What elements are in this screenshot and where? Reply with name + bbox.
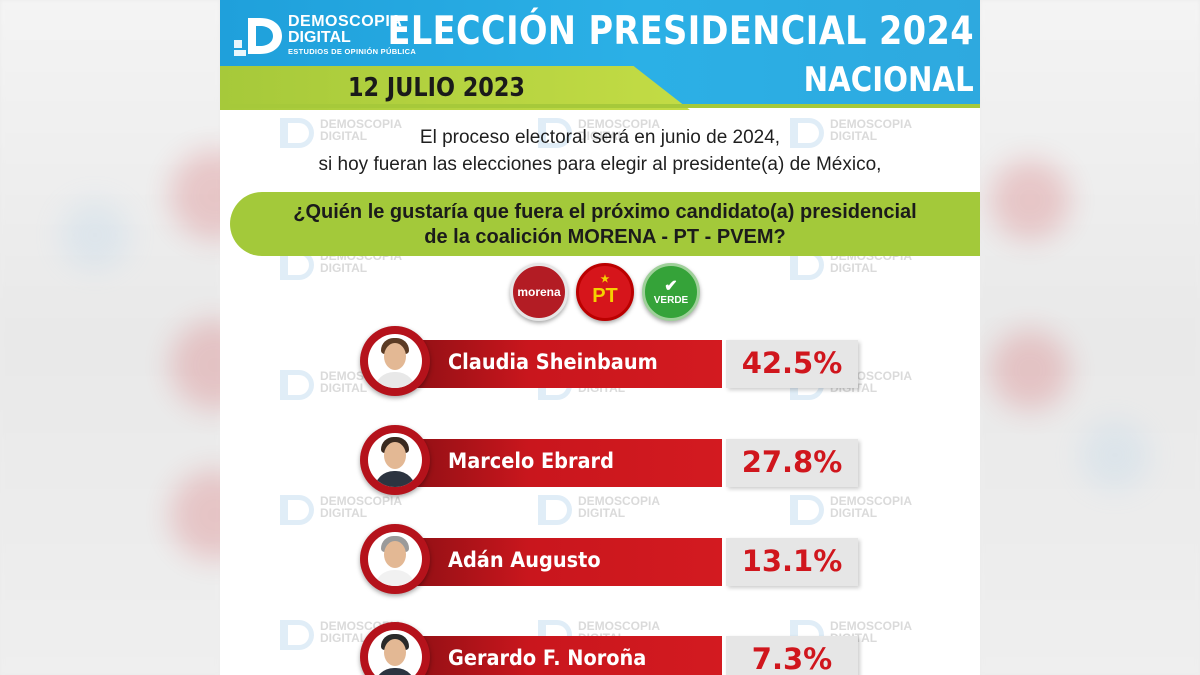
demoscopia-logo-icon (234, 18, 282, 56)
percent-box (726, 636, 858, 675)
poster: DEMOSCOPIA DIGITAL ESTUDIOS DE OPINIÓN P… (220, 0, 980, 675)
background-blur-left (0, 0, 220, 675)
candidate-row: Claudia Sheinbaum 42.5% (360, 326, 860, 396)
candidate-photo (360, 326, 430, 396)
candidate-bar (400, 636, 722, 675)
question-banner: ¿Quién le gustaría que fuera el próximo … (230, 192, 980, 256)
candidate-row: Adán Augusto 13.1% (360, 524, 860, 594)
date-banner (220, 66, 690, 110)
candidate-row: Marcelo Ebrard 27.8% (360, 425, 860, 495)
candidate-percent: 7.3% (751, 642, 833, 675)
page-subtitle: NACIONAL (803, 60, 974, 100)
question-line-1: ¿Quién le gustaría que fuera el próximo … (293, 201, 917, 223)
intro-line-2: si hoy fueran las elecciones para elegir… (318, 154, 882, 175)
blur-decoration (990, 160, 1070, 240)
percent-box (726, 538, 858, 586)
question-line-2: de la coalición MORENA - PT - PVEM? (424, 226, 786, 248)
header-divider (220, 104, 980, 108)
question-text: ¿Quién le gustaría que fuera el próximo … (230, 200, 980, 250)
candidate-percent: 42.5% (741, 346, 843, 380)
verde-label: VERDE (653, 294, 689, 306)
percent-box (726, 340, 858, 388)
candidate-photo (360, 622, 430, 675)
survey-date: 12 JULIO 2023 (348, 73, 525, 103)
candidate-row: Gerardo F. Noroña 7.3% (360, 622, 860, 675)
star-icon: ★ (600, 274, 610, 285)
brand-name-2: DIGITAL (288, 29, 351, 46)
candidate-bar (400, 538, 722, 586)
candidate-percent: 27.8% (741, 445, 843, 479)
blur-decoration (990, 330, 1070, 410)
toucan-icon: ✔ (664, 277, 678, 295)
morena-label: morena (517, 285, 561, 299)
candidate-name: Marcelo Ebrard (448, 449, 614, 473)
percent-box (726, 439, 858, 487)
blur-decoration (1080, 420, 1150, 490)
page-title: ELECCIÓN PRESIDENCIAL 2024 (387, 9, 974, 54)
morena-logo: morena (510, 263, 568, 321)
candidate-name: Gerardo F. Noroña (448, 646, 647, 670)
candidate-name: Adán Augusto (448, 548, 601, 572)
candidate-name: Claudia Sheinbaum (448, 350, 658, 374)
intro-line-1: El proceso electoral será en junio de 20… (419, 127, 781, 148)
intro-text: El proceso electoral será en junio de 20… (220, 124, 980, 178)
candidate-percent: 13.1% (741, 544, 843, 578)
brand-tagline: ESTUDIOS DE OPINIÓN PÚBLICA (288, 47, 417, 56)
candidate-bar (400, 340, 722, 388)
pt-label: PT (592, 284, 618, 307)
header: DEMOSCOPIA DIGITAL ESTUDIOS DE OPINIÓN P… (220, 0, 980, 110)
blur-decoration (60, 200, 130, 270)
candidate-photo (360, 524, 430, 594)
pt-logo: ★ PT (576, 263, 634, 321)
background-blur-right (980, 0, 1200, 675)
verde-logo: ✔ VERDE (642, 263, 700, 321)
brand-name: DEMOSCOPIA (288, 13, 403, 30)
candidate-photo (360, 425, 430, 495)
candidate-bar (400, 439, 722, 487)
